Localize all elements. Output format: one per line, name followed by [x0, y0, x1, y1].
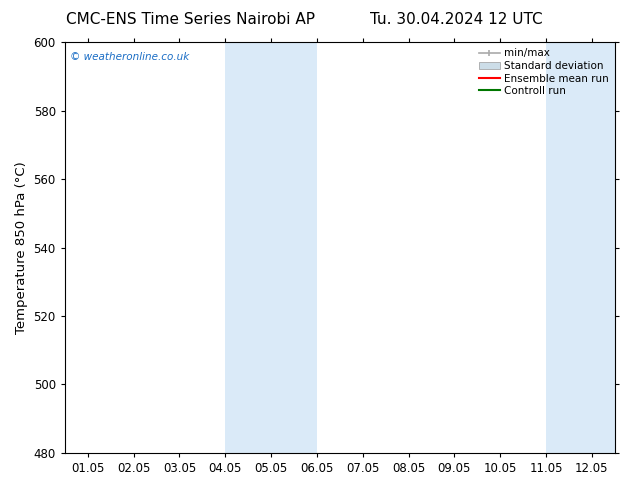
Text: Tu. 30.04.2024 12 UTC: Tu. 30.04.2024 12 UTC — [370, 12, 543, 27]
Legend: min/max, Standard deviation, Ensemble mean run, Controll run: min/max, Standard deviation, Ensemble me… — [476, 45, 612, 99]
Text: CMC-ENS Time Series Nairobi AP: CMC-ENS Time Series Nairobi AP — [66, 12, 314, 27]
Y-axis label: Temperature 850 hPa (°C): Temperature 850 hPa (°C) — [15, 161, 28, 334]
Text: © weatheronline.co.uk: © weatheronline.co.uk — [70, 52, 190, 62]
Bar — [225, 42, 317, 453]
Bar — [546, 42, 634, 453]
